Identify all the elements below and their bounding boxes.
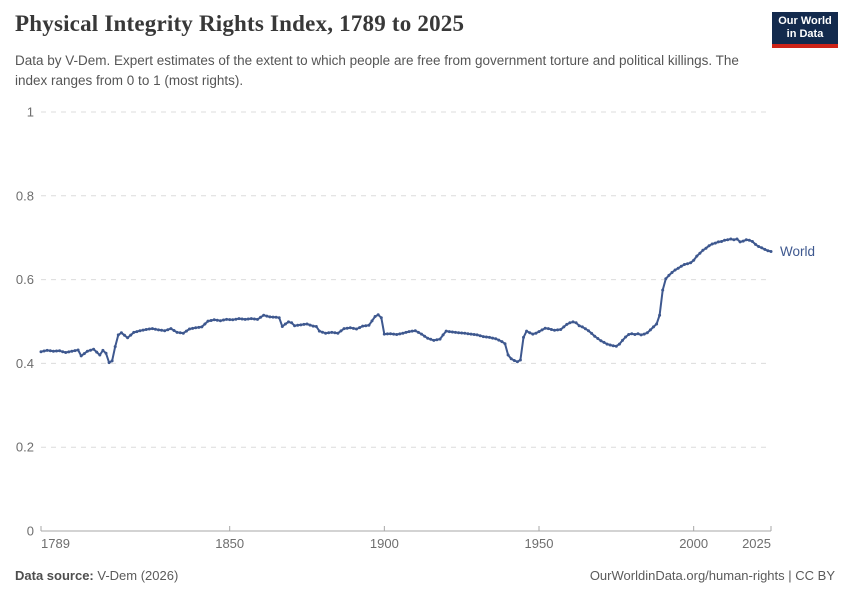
y-tick-label: 0.8 [16, 188, 34, 203]
owid-url-link[interactable]: OurWorldinData.org/human-rights [589, 568, 785, 583]
data-source: Data source: V-Dem (2026) [15, 568, 178, 583]
x-tick-label: 2000 [679, 536, 708, 551]
x-tick-label: 1950 [525, 536, 554, 551]
chart-subtitle: Data by V-Dem. Expert estimates of the e… [15, 53, 739, 88]
footer-links: OurWorldinData.org/human-rights | CC BY [590, 568, 835, 583]
data-source-label: Data source: [15, 568, 94, 583]
y-tick-label: 0.6 [16, 272, 34, 287]
x-tick-label: 1789 [41, 536, 70, 551]
x-tick-label: 2025 [742, 536, 771, 551]
owid-logo-line2: in Data [786, 28, 824, 40]
y-tick-label: 0 [27, 524, 34, 539]
page-title: Physical Integrity Rights Index, 1789 to… [15, 11, 465, 36]
chart-footer: Data source: V-Dem (2026) OurWorldinData… [15, 568, 835, 583]
owid-logo[interactable]: Our World in Data [772, 12, 838, 48]
x-tick-label: 1900 [370, 536, 399, 551]
y-tick-label: 0.4 [16, 356, 34, 371]
y-tick-label: 1 [27, 105, 34, 120]
world-series-label[interactable]: World [780, 244, 815, 259]
x-tick-label: 1850 [215, 536, 244, 551]
footer-separator: | [784, 568, 796, 583]
y-tick-label: 0.2 [16, 440, 34, 455]
data-source-value: V-Dem (2026) [97, 568, 179, 583]
license-link[interactable]: CC BY [795, 568, 835, 583]
owid-logo-line1: Our World [778, 15, 832, 27]
world-series-points [39, 237, 773, 365]
world-series-line[interactable] [40, 238, 772, 364]
